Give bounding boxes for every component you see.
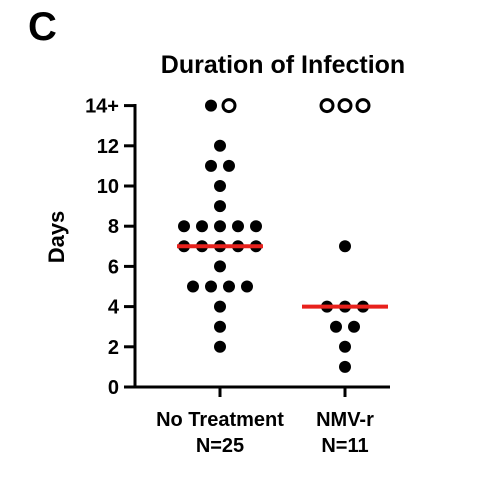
- category-count: N=25: [196, 435, 244, 457]
- censored-point: [221, 98, 237, 114]
- category-count: N=11: [321, 435, 368, 457]
- category-labels: No Treatment N=25 NMV-r N=11: [156, 409, 374, 457]
- y-tick-label: 4: [108, 297, 120, 319]
- y-tick-label: 8: [108, 216, 119, 238]
- y-tick-label: 6: [108, 256, 119, 278]
- data-point: [178, 220, 190, 233]
- category-label: No Treatment: [156, 409, 284, 431]
- censored-point: [355, 98, 371, 114]
- data-point: [205, 99, 217, 112]
- data-point: [214, 260, 226, 273]
- data-point: [214, 180, 226, 192]
- data-point: [214, 320, 226, 333]
- censored-point: [319, 98, 335, 114]
- data-point: [339, 240, 351, 253]
- data-point: [330, 320, 342, 333]
- data-points: [178, 98, 371, 373]
- data-point: [339, 340, 351, 353]
- data-point: [187, 280, 199, 293]
- y-tick-label: 14+: [85, 96, 119, 118]
- median-lines: [177, 244, 388, 309]
- data-point: [250, 220, 262, 233]
- y-tick-label: 2: [108, 337, 119, 359]
- data-point: [223, 280, 235, 293]
- data-point: [214, 200, 226, 213]
- data-point: [214, 340, 226, 353]
- x-ticks: [218, 387, 347, 397]
- data-point: [223, 159, 235, 172]
- data-point: [241, 280, 253, 293]
- y-axis-label: Days: [44, 211, 69, 264]
- data-point: [232, 220, 244, 233]
- data-point: [339, 360, 351, 373]
- data-point: [214, 139, 226, 152]
- y-tick-label: 10: [97, 176, 119, 198]
- y-tick-label: 12: [97, 136, 119, 158]
- censored-point: [337, 98, 353, 114]
- data-point: [205, 159, 217, 172]
- data-point: [214, 300, 226, 313]
- data-point: [205, 280, 217, 293]
- panel-label: C: [28, 5, 57, 49]
- data-point: [214, 220, 226, 233]
- y-ticks: 0 2 4 6 8 10 12 14+: [85, 96, 135, 399]
- chart-title: Duration of Infection: [161, 51, 405, 79]
- data-point: [196, 220, 208, 233]
- y-tick-label: 0: [108, 377, 119, 399]
- category-label: NMV-r: [316, 409, 374, 431]
- data-point: [348, 320, 360, 333]
